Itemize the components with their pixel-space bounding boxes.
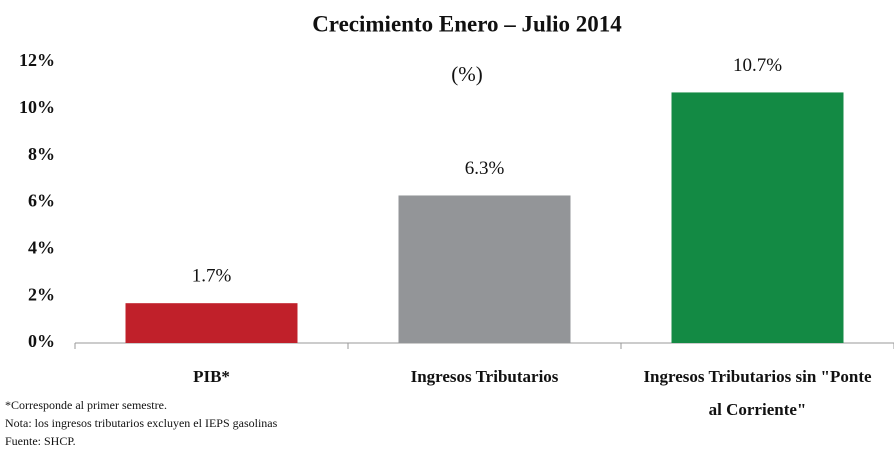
x-tick-label: Ingresos Tributarios <box>410 367 559 386</box>
y-tick-label: 10% <box>19 97 55 117</box>
y-tick-label: 6% <box>28 191 55 211</box>
value-label: 1.7% <box>192 266 232 287</box>
x-tick-label: PIB* <box>193 367 230 386</box>
y-tick-label: 4% <box>28 237 55 257</box>
bar <box>125 303 298 343</box>
value-label: 6.3% <box>465 158 505 179</box>
x-tick-label: Ingresos Tributarios sin "Ponte al Corri… <box>643 367 872 419</box>
chart-subtitle: (%) <box>451 62 482 86</box>
footnote: Fuente: SHCP. <box>5 434 76 448</box>
y-tick-label: 12% <box>19 50 55 70</box>
bar <box>398 195 571 343</box>
footnote: *Corresponde al primer semestre. <box>5 398 167 412</box>
bar <box>671 92 844 343</box>
y-tick-label: 0% <box>28 331 55 351</box>
value-label: 10.7% <box>733 55 782 76</box>
footnote: Nota: los ingresos tributarios excluyen … <box>5 416 278 430</box>
y-tick-label: 8% <box>28 144 55 164</box>
chart-title: Crecimiento Enero – Julio 2014 <box>312 11 622 36</box>
y-tick-label: 2% <box>28 284 55 304</box>
